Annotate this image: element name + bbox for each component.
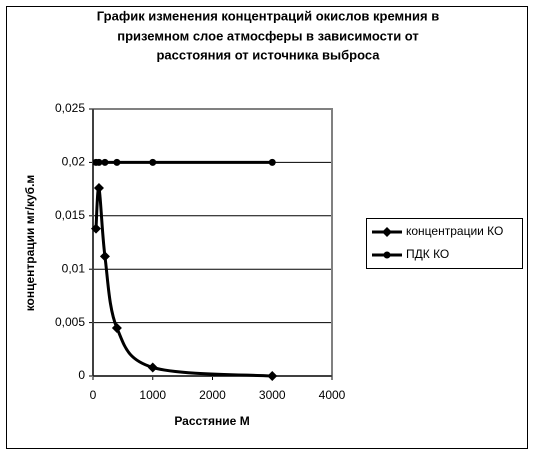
y-tick-label: 0 [78,368,85,382]
data-point [101,158,109,166]
y-tick-label: 0,015 [55,208,85,222]
x-tick-label: 4000 [319,388,346,402]
data-point [99,251,110,262]
data-point [267,371,278,381]
data-point [113,158,121,166]
x-axis-label: Расстяние М [174,414,249,428]
legend-label: ПДК КО [406,247,449,261]
x-tick-label: 2000 [199,388,226,402]
x-tick-label: 3000 [259,388,286,402]
data-point [90,223,101,234]
data-point [149,158,157,166]
legend-label: концентрации КО [406,224,503,238]
data-point [95,158,103,166]
x-tick-label: 0 [90,388,97,402]
chart-title: График изменения концентраций окислов кр… [97,8,439,23]
x-tick-label: 1000 [139,388,166,402]
data-point [268,158,276,166]
data-point [111,322,122,333]
data-point [93,183,104,194]
legend-marker [383,251,391,259]
chart-title: приземном слое атмосферы в зависимости о… [117,28,419,43]
y-axis-label: концентрации мг/куб.м [23,175,37,312]
y-tick-label: 0,01 [62,261,86,275]
legend-marker [382,227,392,237]
data-point [147,362,158,373]
plot-area [93,109,332,376]
legend-box [366,218,523,269]
y-tick-label: 0,025 [55,101,85,115]
y-tick-label: 0,005 [55,315,85,329]
chart-title: расстояния от источника выброса [156,47,380,62]
y-tick-label: 0,02 [62,155,86,169]
